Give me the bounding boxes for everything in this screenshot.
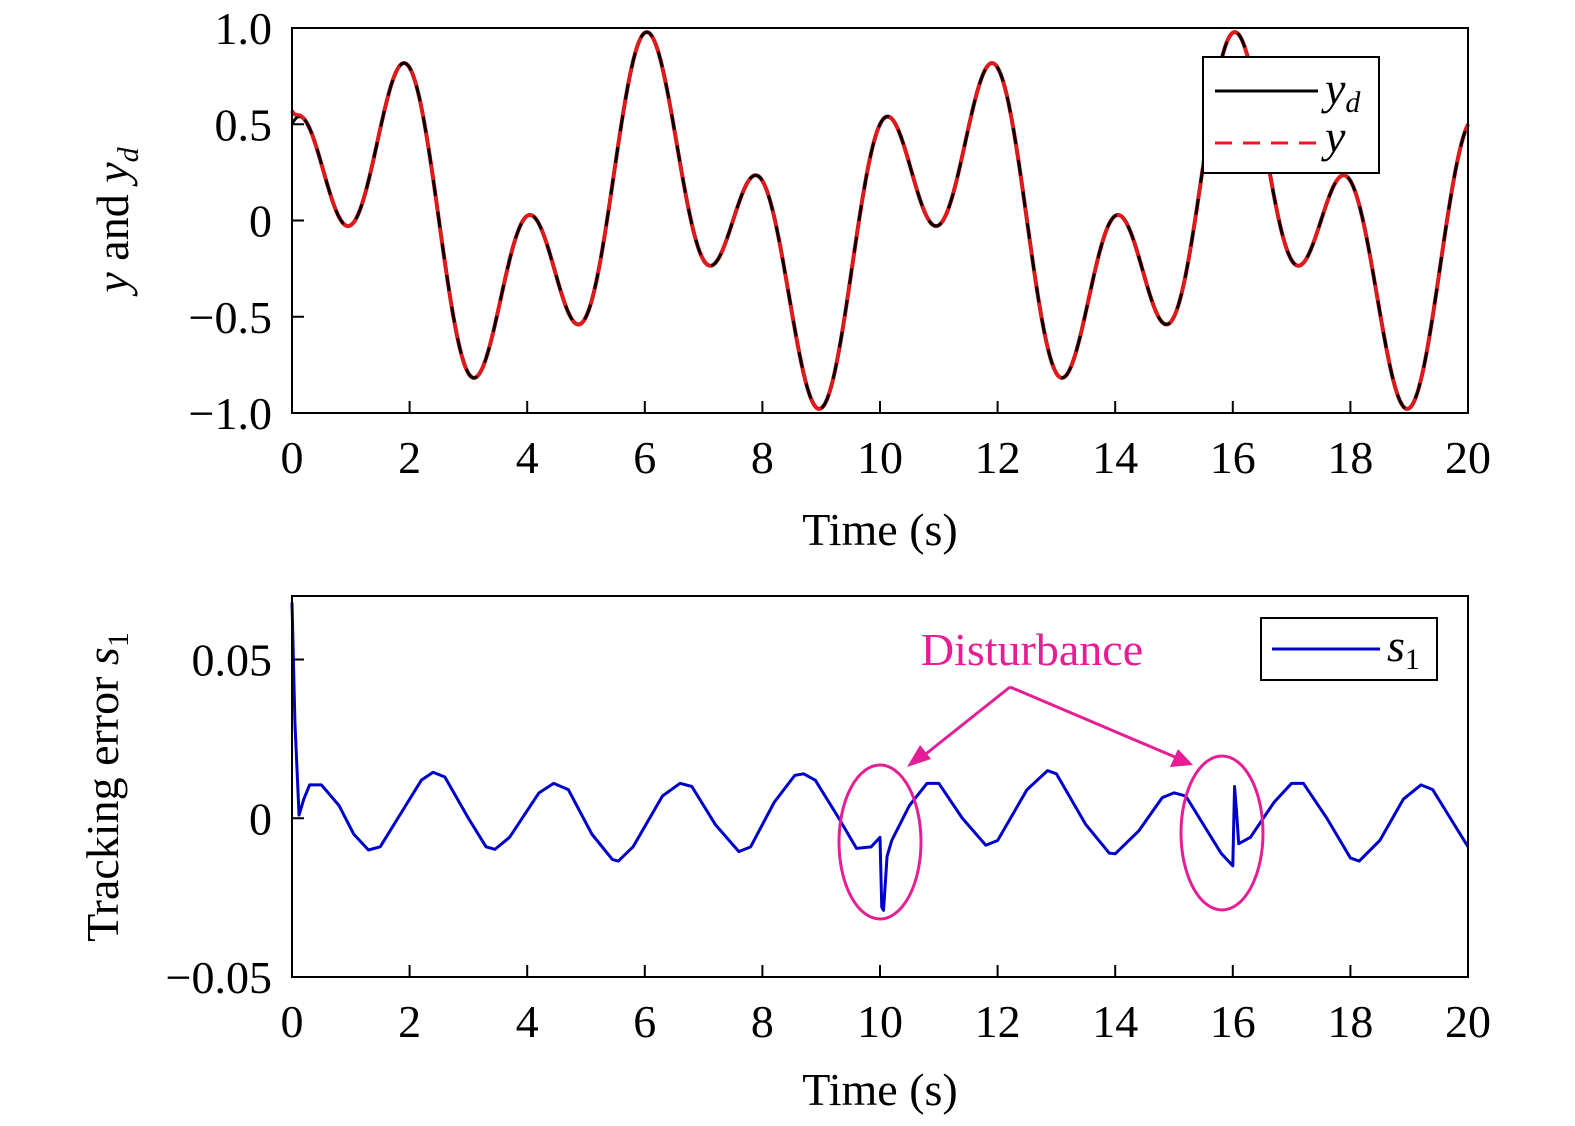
disturbance-ellipse-16s	[1179, 754, 1265, 912]
disturbance-annotation: Disturbance	[837, 624, 1265, 921]
legend-s1-label: s1	[1387, 620, 1420, 676]
x-tick-label: 10	[857, 432, 903, 483]
x-tick-label: 8	[751, 996, 774, 1047]
x-tick-label: 14	[1092, 996, 1138, 1047]
y-tick-label: −0.5	[189, 292, 272, 343]
disturbance-arrow-right-line	[1009, 685, 1176, 759]
x-tick-label: 6	[633, 996, 656, 1047]
y-tick-label: 0	[249, 196, 272, 247]
plot-top-series	[290, 30, 1470, 411]
x-tick-label: 0	[281, 996, 304, 1047]
legend-yd-label: yd	[1321, 63, 1361, 119]
bottom-xlabel: Time (s)	[802, 1064, 958, 1115]
x-tick-label: 4	[516, 432, 539, 483]
y-tick-label: 0.5	[215, 99, 273, 150]
x-tick-label: 14	[1092, 432, 1138, 483]
x-tick-label: 12	[975, 432, 1021, 483]
y-tick-label: 0	[249, 793, 272, 844]
x-tick-label: 2	[398, 996, 421, 1047]
bottom-ylabel: Tracking error s1	[77, 632, 135, 942]
top-xlabel: Time (s)	[802, 504, 958, 555]
disturbance-arrow-left-line	[921, 685, 1011, 759]
y-tick-label: −0.05	[166, 952, 272, 1003]
x-tick-label: 0	[281, 432, 304, 483]
x-tick-label: 6	[633, 432, 656, 483]
x-tick-label: 4	[516, 996, 539, 1047]
x-tick-label: 18	[1327, 432, 1373, 483]
disturbance-arrow-left-head	[907, 745, 931, 767]
y-tick-label: 1.0	[215, 3, 273, 54]
x-tick-label: 2	[398, 432, 421, 483]
y-tick-label: −1.0	[189, 388, 272, 439]
disturbance-label: Disturbance	[921, 624, 1143, 675]
y-tick-label: 0.05	[192, 635, 273, 686]
x-tick-label: 8	[751, 432, 774, 483]
series-y-dashed	[290, 30, 1470, 411]
disturbance-ellipse-10s	[837, 763, 923, 921]
x-tick-label: 20	[1445, 432, 1491, 483]
x-tick-label: 20	[1445, 996, 1491, 1047]
top-legend: yd y	[1202, 56, 1380, 174]
x-tick-label: 18	[1327, 996, 1373, 1047]
bottom-legend: s1	[1260, 617, 1438, 681]
x-tick-label: 16	[1210, 996, 1256, 1047]
series-s1-line	[290, 602, 1470, 912]
plot-top: 0 2 4 6 8 10 12 14 16 18 20 −1.0 −0.5 0 0.5 1.0 Time (s…	[87, 3, 1491, 555]
plot-bottom-series	[290, 602, 1470, 912]
top-ylabel: y and yd	[87, 146, 145, 296]
x-tick-label: 16	[1210, 432, 1256, 483]
legend-y-label: y	[1321, 111, 1346, 162]
x-tick-label: 10	[857, 996, 903, 1047]
top-legend-box	[1202, 56, 1380, 174]
x-tick-label: 12	[975, 996, 1021, 1047]
disturbance-arrow-right-head	[1170, 749, 1193, 767]
